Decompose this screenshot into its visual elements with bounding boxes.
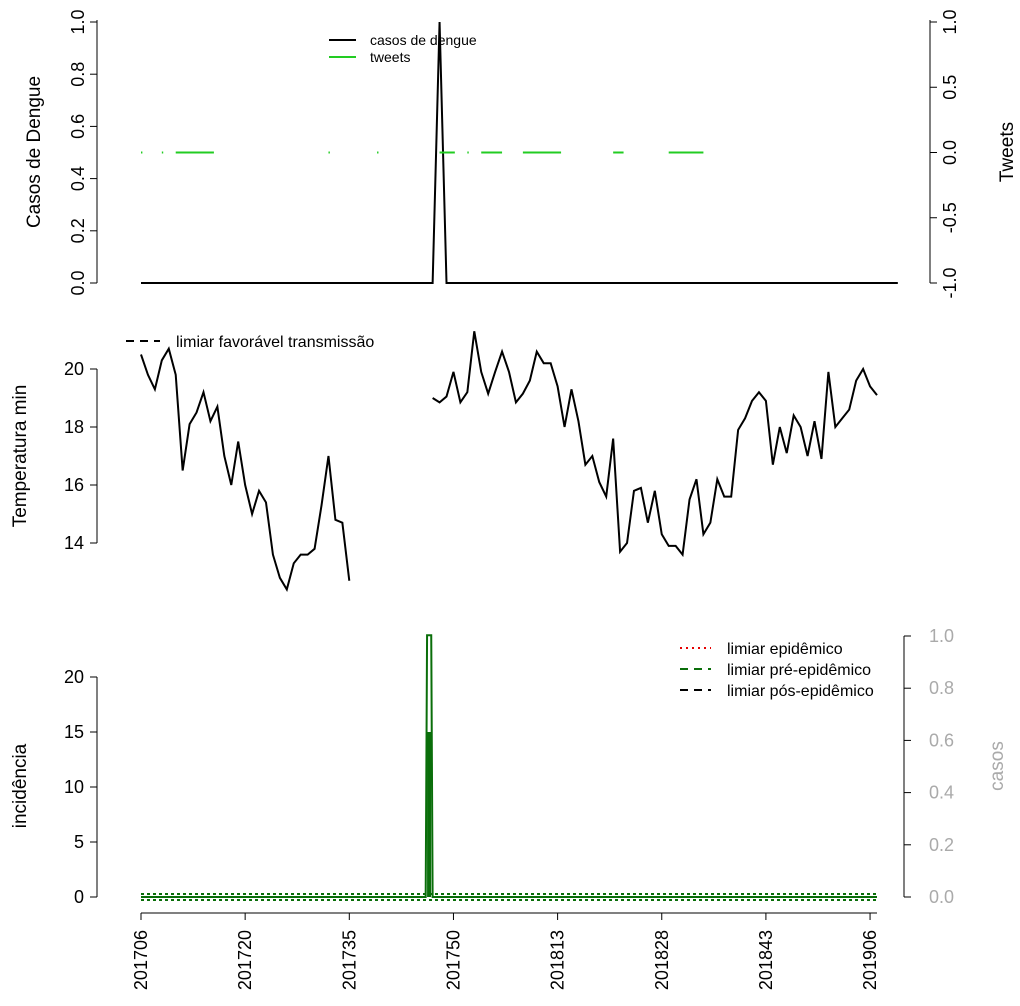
panel3-ylabel: incidência [10, 743, 31, 828]
panel1-left-tick-label: 0.8 [68, 62, 88, 87]
panel1-right-tick-label: 0.0 [940, 140, 960, 165]
panel1-left-tick-label: 0.4 [68, 166, 88, 191]
panel1-left-ticks: 0.0 0.2 0.4 0.6 0.8 1.0 [68, 9, 97, 296]
x-axis-tick-label: 201735 [339, 930, 359, 990]
panel2-legend: limiar favorável transmissão [126, 334, 374, 351]
series-temperatura-line [432, 331, 878, 558]
panel1-legend: casos de dengue tweets [329, 32, 477, 65]
panel2-ylabel: Temperatura min [10, 385, 31, 528]
panel1-ylabel-right: Tweets [997, 122, 1018, 182]
x-axis-tick-label: 201720 [235, 930, 255, 990]
x-axis-tick-label: 201813 [548, 930, 568, 990]
panel3-right-tick-label: 0.8 [929, 678, 954, 698]
legend-label-tweets: tweets [370, 49, 410, 65]
legend-label-limiar-pos: limiar pós-epidêmico [727, 683, 874, 700]
panel3-left-tick-label: 20 [64, 667, 84, 687]
panel2-left-tick-label: 20 [64, 359, 84, 379]
legend-label-limiar-epidemico: limiar epidêmico [727, 641, 843, 658]
panel3-right-ticks: 0.0 0.2 0.4 0.6 0.8 1.0 [904, 626, 954, 907]
panel3-right-tick-label: 1.0 [929, 626, 954, 646]
panel3-left-tick-label: 0 [74, 887, 84, 907]
panel1-right-tick-label: 0.5 [940, 75, 960, 100]
panel1-right-ticks: -1.0 -0.5 0.0 0.5 1.0 [930, 9, 960, 299]
panel1-left-tick-label: 1.0 [68, 9, 88, 34]
panel-incidencia: 0 5 10 15 20 0.0 0.2 0.4 0.6 0.8 1.0 incidência c… [10, 626, 1008, 990]
legend-label-limiar-favoravel: limiar favorável transmissão [176, 334, 374, 351]
panel1-left-tick-label: 0.6 [68, 114, 88, 139]
panel3-right-tick-label: 0.4 [929, 783, 954, 803]
panel1-left-tick-label: 0.0 [68, 270, 88, 295]
panel1-right-tick-label: -0.5 [940, 202, 960, 233]
panel3-right-tick-label: 0.6 [929, 730, 954, 750]
panel1-left-tick-label: 0.2 [68, 218, 88, 243]
legend-label-limiar-pre: limiar pré-epidêmico [727, 662, 871, 679]
panel2-series [140, 331, 878, 592]
panel3-left-ticks: 0 5 10 15 20 [64, 667, 97, 907]
series-incidencia-line [141, 634, 877, 898]
x-axis-tick-label: 201706 [131, 930, 151, 990]
panel2-left-tick-label: 18 [64, 417, 84, 437]
panel1-ylabel: Casos de Dengue [24, 76, 45, 228]
panel2-left-ticks: 14 16 18 20 [64, 359, 97, 553]
panel2-left-tick-label: 16 [64, 475, 84, 495]
x-axis-tick-label: 201906 [860, 930, 880, 990]
panel3-series [141, 634, 877, 901]
panel3-left-tick-label: 10 [64, 777, 84, 797]
panel3-right-tick-label: 0.2 [929, 835, 954, 855]
series-incidencia-spike-fill [427, 732, 432, 897]
panel3-ylabel-right: casos [987, 741, 1008, 791]
x-axis-tick-label: 201828 [652, 930, 672, 990]
legend-label-casos: casos de dengue [370, 32, 477, 48]
panel1-right-tick-label: -1.0 [940, 267, 960, 298]
panel2-left-tick-label: 14 [64, 533, 84, 553]
x-axis-tick-label: 201843 [756, 930, 776, 990]
panel3-right-tick-label: 0.0 [929, 887, 954, 907]
series-temperatura-line [140, 346, 351, 592]
x-axis: 201706 201720 201735 201750 201813 201828 2018… [131, 912, 880, 990]
x-axis-tick-label: 201750 [443, 930, 463, 990]
panel1-series [141, 21, 898, 284]
panel1-right-tick-label: 1.0 [940, 9, 960, 34]
panel3-left-tick-label: 15 [64, 722, 84, 742]
panel-temperatura: 14 16 18 20 Temperatura min limiar favoráve… [10, 331, 878, 592]
panel-dengue-tweets: 0.0 0.2 0.4 0.6 0.8 1.0 -1.0 -0.5 0.0 0.5 1.0 Cas… [24, 9, 1018, 298]
series-casos-de-dengue-line [141, 21, 898, 284]
panel3-left-tick-label: 5 [74, 832, 84, 852]
panel3-legend: limiar epidêmico limiar pré-epidêmico li… [680, 641, 874, 700]
